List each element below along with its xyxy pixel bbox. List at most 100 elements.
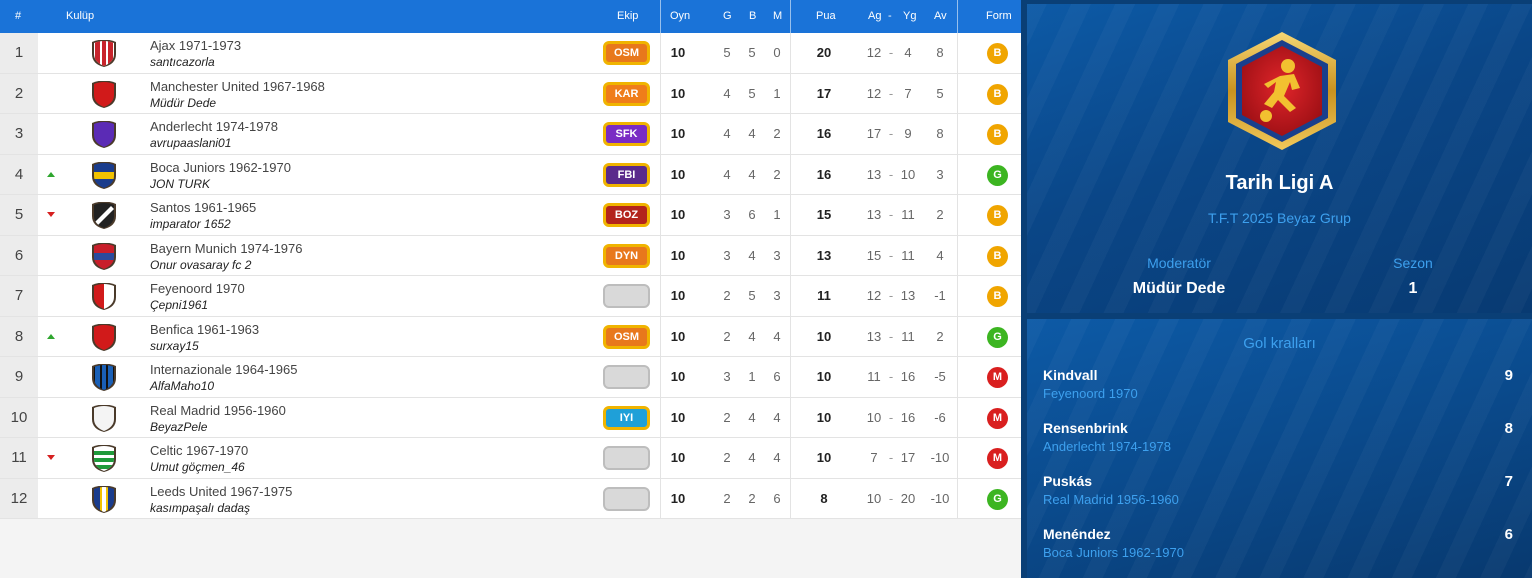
manager-name-link[interactable]: kasımpaşalı dadaş: [150, 500, 251, 515]
club-name-link[interactable]: Ajax 1971-1973: [150, 38, 242, 53]
club-crest-icon[interactable]: [91, 283, 117, 310]
team-badge[interactable]: OSM: [603, 324, 650, 349]
header-diff[interactable]: Av: [934, 10, 947, 22]
form-badge[interactable]: B: [987, 43, 1008, 64]
stat-points: 15: [816, 207, 832, 222]
table-row[interactable]: 12 Leeds United 1967-1975 kasımpaşalı dad…: [0, 478, 1021, 519]
league-subtitle[interactable]: T.F.T 2025 Beyaz Grup: [1208, 210, 1351, 226]
scorer-name: Puskás: [1043, 473, 1093, 489]
team-badge[interactable]: DYN: [603, 243, 650, 268]
header-ekip[interactable]: Ekip: [617, 10, 639, 22]
moderator-value[interactable]: Müdür Dede: [1132, 280, 1226, 297]
form-badge[interactable]: G: [987, 164, 1008, 186]
club-name-link[interactable]: Benfica 1961-1963: [150, 321, 260, 337]
manager-name-link[interactable]: surxay15: [150, 338, 199, 353]
form-badge[interactable]: M: [987, 407, 1008, 429]
manager-name-link[interactable]: JON TURK: [150, 176, 210, 191]
header-gf[interactable]: Ag: [868, 10, 882, 22]
club-name-link[interactable]: Boca Juniors 1962-1970: [150, 159, 291, 175]
table-row[interactable]: 6 Bayern Munich 1974-1976 Onur ovasaray f…: [0, 235, 1021, 276]
team-badge[interactable]: FBI: [603, 162, 650, 187]
manager-name-link[interactable]: Çepni1961: [150, 298, 209, 312]
club-crest-icon[interactable]: [91, 80, 117, 108]
club-crest-icon[interactable]: [91, 364, 117, 391]
club-name-link[interactable]: Leeds United 1967-1975: [150, 483, 293, 499]
manager-name-link[interactable]: avrupaaslani01: [150, 136, 232, 150]
club-crest-icon[interactable]: [91, 121, 117, 148]
header-points[interactable]: Pua: [816, 10, 836, 22]
header-won[interactable]: G: [723, 10, 732, 22]
club-crest-icon[interactable]: [91, 404, 117, 432]
manager-name-link[interactable]: Onur ovasaray fc 2: [150, 257, 252, 272]
table-row[interactable]: 2 Manchester United 1967-1968 Müdür Dede K…: [0, 73, 1021, 114]
club-crest-icon[interactable]: [91, 323, 117, 351]
form-badge[interactable]: M: [987, 448, 1008, 469]
scorer-item[interactable]: Puskás Real Madrid 1956-1960 7: [1043, 473, 1513, 517]
club-crest-icon[interactable]: [91, 485, 117, 513]
club-name-link[interactable]: Santos 1961-1965: [150, 200, 257, 215]
club-name-link[interactable]: Internazionale 1964-1965: [150, 362, 298, 377]
manager-name-link[interactable]: BeyazPele: [150, 419, 208, 434]
club-name-link[interactable]: Real Madrid 1956-1960: [150, 402, 286, 418]
table-row[interactable]: 3 Anderlecht 1974-1978 avrupaaslani01 SFK 1…: [0, 114, 1021, 155]
stat-won: 3: [723, 369, 731, 384]
club-crest-icon[interactable]: [91, 161, 117, 189]
club-name-link[interactable]: Manchester United 1967-1968: [150, 78, 325, 94]
manager-name-link[interactable]: AlfaMaho10: [150, 379, 215, 393]
scorer-club[interactable]: Feyenoord 1970: [1043, 386, 1138, 401]
stat-lost: 4: [773, 328, 781, 344]
club-name-link[interactable]: Feyenoord 1970: [150, 281, 245, 296]
table-row[interactable]: 7 Feyenoord 1970 Çepni1961 10 2 5 3 11 12-13 -1 B: [0, 276, 1021, 317]
header-form[interactable]: Form: [986, 10, 1012, 22]
club-crest-icon[interactable]: [91, 40, 117, 67]
club-crest-icon[interactable]: [91, 242, 117, 270]
scorer-club[interactable]: Real Madrid 1956-1960: [1043, 492, 1179, 507]
manager-name-link[interactable]: santıcazorla: [150, 55, 215, 69]
table-row[interactable]: 5 Santos 1961-1965 imparator 1652 BOZ 10 3 6 1…: [0, 195, 1021, 236]
team-badge[interactable]: SFK: [603, 122, 650, 146]
club-name-link[interactable]: Bayern Munich 1974-1976: [150, 240, 303, 256]
table-row[interactable]: 4 Boca Juniors 1962-1970 JON TURK FBI 10 4 4 2…: [0, 154, 1021, 195]
table-row[interactable]: 8 Benfica 1961-1963 surxay15 OSM 10 2 4 4 10 13-…: [0, 316, 1021, 357]
table-row[interactable]: 1 Ajax 1971-1973 santıcazorla OSM 10 5 5 0 20 12…: [0, 33, 1021, 74]
team-badge[interactable]: KAR: [603, 81, 650, 106]
form-badge[interactable]: B: [987, 286, 1008, 307]
header-ga[interactable]: Yg: [903, 10, 917, 22]
table-row[interactable]: 9 Internazionale 1964-1965 AlfaMaho10 10 3 1…: [0, 357, 1021, 398]
scorer-item[interactable]: Rensenbrink Anderlecht 1974-1978 8: [1043, 420, 1513, 464]
stat-diff: 2: [936, 207, 944, 222]
manager-name-link[interactable]: Umut göçmen_46: [150, 460, 245, 474]
manager-name-link[interactable]: imparator 1652: [150, 217, 231, 231]
header-lost[interactable]: M: [773, 10, 783, 22]
form-badge[interactable]: B: [987, 205, 1008, 226]
scorer-club[interactable]: Anderlecht 1974-1978: [1043, 439, 1171, 454]
form-badge[interactable]: M: [987, 367, 1008, 388]
club-name-link[interactable]: Celtic 1967-1970: [150, 443, 249, 458]
team-badge[interactable]: BOZ: [603, 203, 650, 227]
team-badge[interactable]: IYI: [603, 405, 650, 430]
header-club[interactable]: Kulüp: [66, 10, 95, 22]
stat-diff: 8: [936, 45, 944, 60]
form-badge[interactable]: B: [987, 245, 1008, 267]
scorer-item[interactable]: Kindvall Feyenoord 1970 9: [1043, 367, 1513, 411]
form-badge[interactable]: B: [987, 124, 1008, 145]
column-divider: [957, 73, 958, 113]
table-row[interactable]: 10 Real Madrid 1956-1960 BeyazPele IYI 10 2 4…: [0, 397, 1021, 438]
club-crest-icon[interactable]: [91, 445, 117, 472]
table-row[interactable]: 11 Celtic 1967-1970 Umut göçmen_46 10 2 4 4 10…: [0, 438, 1021, 479]
form-badge[interactable]: B: [987, 83, 1008, 105]
form-badge[interactable]: G: [987, 326, 1008, 348]
manager-name-link[interactable]: Müdür Dede: [150, 95, 217, 110]
header-rank[interactable]: #: [15, 10, 22, 22]
scorer-club[interactable]: Boca Juniors 1962-1970: [1043, 545, 1184, 560]
team-badge[interactable]: OSM: [603, 41, 650, 65]
header-played[interactable]: Oyn: [670, 10, 691, 22]
club-crest-icon[interactable]: [91, 202, 117, 229]
form-badge[interactable]: G: [987, 488, 1008, 510]
header-drawn[interactable]: B: [749, 10, 757, 22]
club-name-link[interactable]: Anderlecht 1974-1978: [150, 119, 278, 134]
column-divider: [957, 397, 958, 437]
scorer-item[interactable]: Menéndez Boca Juniors 1962-1970 6: [1043, 526, 1513, 570]
rank-cell: 7: [0, 276, 38, 316]
moderator-label: Moderatör: [1147, 255, 1211, 271]
